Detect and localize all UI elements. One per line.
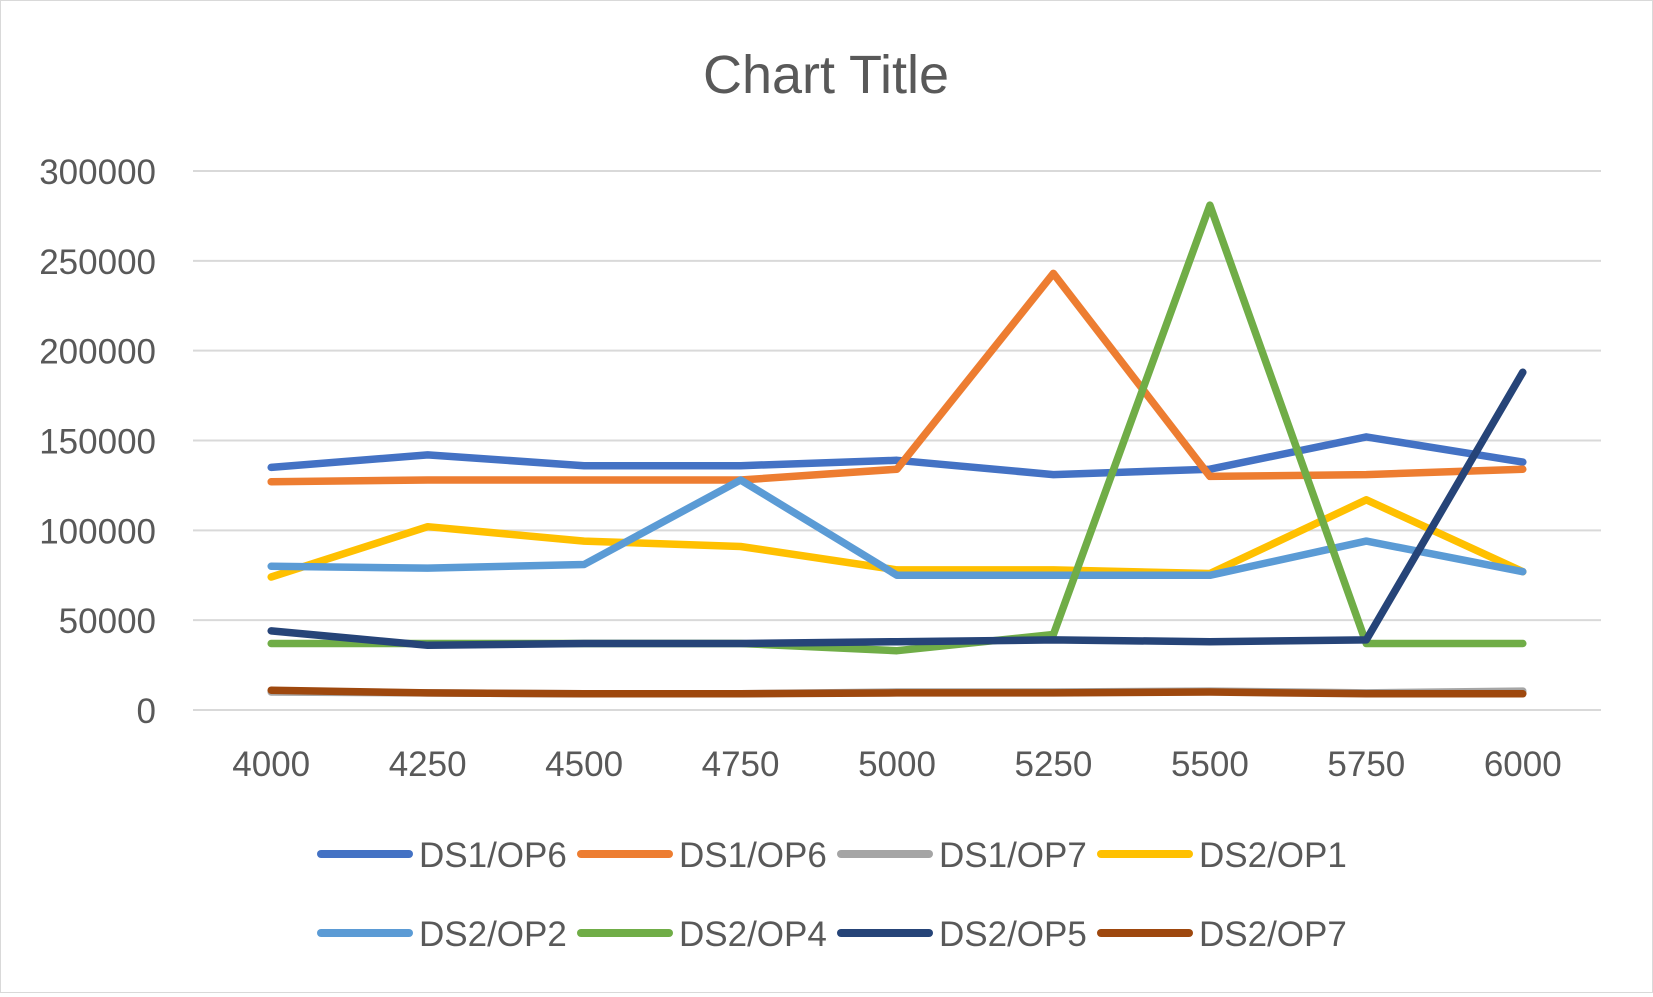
- legend[interactable]: DS1/OP6 DS1/OP6 DS1/OP7 DS2/OP1 DS2/OP2 DS2/O…: [317, 836, 1347, 954]
- series-line-ds2-op5: [267, 368, 1527, 650]
- legend-item[interactable]: DS1/OP7: [837, 836, 1087, 875]
- x-tick-label: 4250: [389, 745, 467, 784]
- legend-label: DS1/OP6: [419, 836, 567, 875]
- x-axis-tick-labels: 4000 4250 4500 4750 5000 5250 5500 5750 6000: [232, 745, 1561, 784]
- x-tick-label: 4750: [702, 745, 780, 784]
- series-line-ds2-op4: [267, 201, 1527, 655]
- legend-label: DS2/OP5: [939, 915, 1087, 954]
- x-tick-label: 5000: [858, 745, 936, 784]
- chart-title: Chart Title: [703, 45, 949, 105]
- legend-label: DS2/OP4: [679, 915, 827, 954]
- legend-item[interactable]: DS2/OP2: [317, 915, 567, 954]
- y-axis-tick-labels: 0 50000 100000 150000 200000 250000 300000: [39, 153, 156, 731]
- legend-item[interactable]: DS2/OP5: [837, 915, 1087, 954]
- y-tick-label: 50000: [59, 602, 156, 641]
- legend-item[interactable]: DS2/OP4: [577, 915, 827, 954]
- series-line-ds2-op2: [267, 476, 1527, 580]
- y-tick-label: 150000: [39, 423, 156, 462]
- y-tick-label: 0: [137, 692, 156, 731]
- x-tick-label: 5250: [1015, 745, 1093, 784]
- legend-label: DS1/OP6: [679, 836, 827, 875]
- x-tick-label: 5750: [1327, 745, 1405, 784]
- legend-label: DS2/OP1: [1199, 836, 1347, 875]
- legend-item[interactable]: DS2/OP1: [1097, 836, 1347, 875]
- y-tick-label: 300000: [39, 153, 156, 192]
- x-tick-label: 4500: [545, 745, 623, 784]
- x-tick-label: 5500: [1171, 745, 1249, 784]
- series-line-ds1-op6: [267, 433, 1527, 479]
- legend-label: DS1/OP7: [939, 836, 1087, 875]
- x-tick-label: 4000: [232, 745, 310, 784]
- legend-item[interactable]: DS1/OP6: [317, 836, 567, 875]
- y-tick-label: 200000: [39, 333, 156, 372]
- series-lines: [267, 201, 1527, 698]
- series-line-ds1-op6: [267, 269, 1527, 486]
- legend-label: DS2/OP7: [1199, 915, 1347, 954]
- legend-label: DS2/OP2: [419, 915, 567, 954]
- y-tick-label: 250000: [39, 243, 156, 282]
- y-tick-label: 100000: [39, 512, 156, 551]
- series-line-ds2-op7: [267, 686, 1527, 698]
- legend-item[interactable]: DS1/OP6: [577, 836, 827, 875]
- x-tick-label: 6000: [1484, 745, 1562, 784]
- series-line-ds2-op1: [267, 496, 1527, 581]
- legend-item[interactable]: DS2/OP7: [1097, 915, 1347, 954]
